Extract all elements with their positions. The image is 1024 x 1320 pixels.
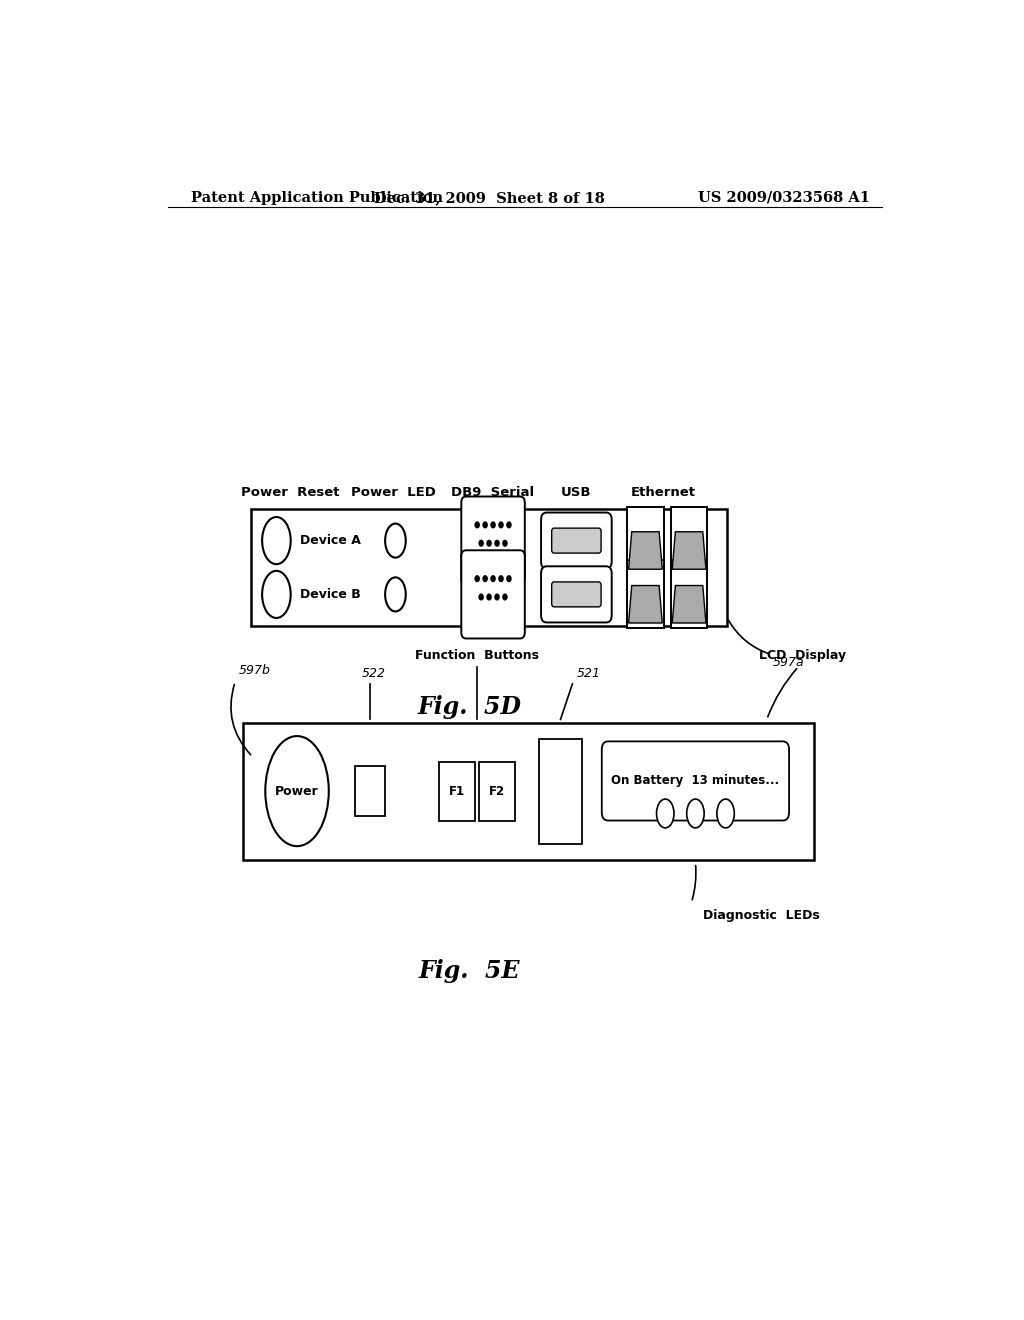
Polygon shape <box>672 532 706 569</box>
FancyBboxPatch shape <box>251 510 727 626</box>
Text: Power  Reset: Power Reset <box>242 486 340 499</box>
Circle shape <box>502 594 508 601</box>
FancyBboxPatch shape <box>541 566 611 623</box>
FancyBboxPatch shape <box>541 512 611 569</box>
Circle shape <box>474 576 480 582</box>
Polygon shape <box>629 532 663 569</box>
Text: Power  LED: Power LED <box>351 486 436 499</box>
Text: 597b: 597b <box>239 664 271 677</box>
Text: Device B: Device B <box>300 587 360 601</box>
Text: USB: USB <box>561 486 592 499</box>
Text: Function  Buttons: Function Buttons <box>415 648 540 661</box>
Text: On Battery  13 minutes...: On Battery 13 minutes... <box>611 775 779 788</box>
FancyBboxPatch shape <box>552 528 601 553</box>
FancyBboxPatch shape <box>461 550 524 639</box>
Text: LCD  Display: LCD Display <box>759 648 846 661</box>
Text: Fig.  5D: Fig. 5D <box>417 696 521 719</box>
Circle shape <box>502 540 508 546</box>
Circle shape <box>486 540 492 546</box>
FancyBboxPatch shape <box>539 739 583 843</box>
FancyBboxPatch shape <box>479 762 515 821</box>
Ellipse shape <box>385 577 406 611</box>
Text: Diagnostic  LEDs: Diagnostic LEDs <box>703 908 820 921</box>
Polygon shape <box>672 586 706 623</box>
FancyBboxPatch shape <box>627 507 664 574</box>
Circle shape <box>490 521 496 528</box>
Text: Fig.  5E: Fig. 5E <box>419 960 520 983</box>
Text: US 2009/0323568 A1: US 2009/0323568 A1 <box>698 191 870 205</box>
Text: 522: 522 <box>362 667 386 680</box>
Ellipse shape <box>717 799 734 828</box>
Text: 521: 521 <box>577 667 600 680</box>
Circle shape <box>499 521 504 528</box>
Ellipse shape <box>265 737 329 846</box>
Text: 597a: 597a <box>773 656 805 669</box>
FancyBboxPatch shape <box>671 560 708 628</box>
Circle shape <box>486 594 492 601</box>
Text: F1: F1 <box>450 784 465 797</box>
Circle shape <box>495 594 500 601</box>
Text: Device A: Device A <box>300 535 360 546</box>
Ellipse shape <box>656 799 674 828</box>
Circle shape <box>490 576 496 582</box>
FancyBboxPatch shape <box>671 507 708 574</box>
FancyBboxPatch shape <box>461 496 524 585</box>
Text: Dec. 31, 2009  Sheet 8 of 18: Dec. 31, 2009 Sheet 8 of 18 <box>374 191 604 205</box>
Text: Patent Application Publication: Patent Application Publication <box>191 191 443 205</box>
Ellipse shape <box>262 517 291 564</box>
Text: Power: Power <box>275 784 318 797</box>
Ellipse shape <box>262 570 291 618</box>
Circle shape <box>482 521 487 528</box>
FancyBboxPatch shape <box>602 742 790 821</box>
Circle shape <box>506 521 512 528</box>
FancyBboxPatch shape <box>552 582 601 607</box>
Ellipse shape <box>385 524 406 557</box>
FancyBboxPatch shape <box>243 722 814 859</box>
FancyBboxPatch shape <box>627 560 664 628</box>
Text: F2: F2 <box>489 784 505 797</box>
FancyBboxPatch shape <box>355 766 385 816</box>
Circle shape <box>478 594 484 601</box>
Circle shape <box>474 521 480 528</box>
Circle shape <box>499 576 504 582</box>
Circle shape <box>482 576 487 582</box>
Circle shape <box>495 540 500 546</box>
Circle shape <box>478 540 484 546</box>
Text: DB9  Serial: DB9 Serial <box>452 486 535 499</box>
Ellipse shape <box>687 799 705 828</box>
FancyBboxPatch shape <box>439 762 475 821</box>
Circle shape <box>506 576 512 582</box>
Polygon shape <box>629 586 663 623</box>
Text: Ethernet: Ethernet <box>631 486 696 499</box>
